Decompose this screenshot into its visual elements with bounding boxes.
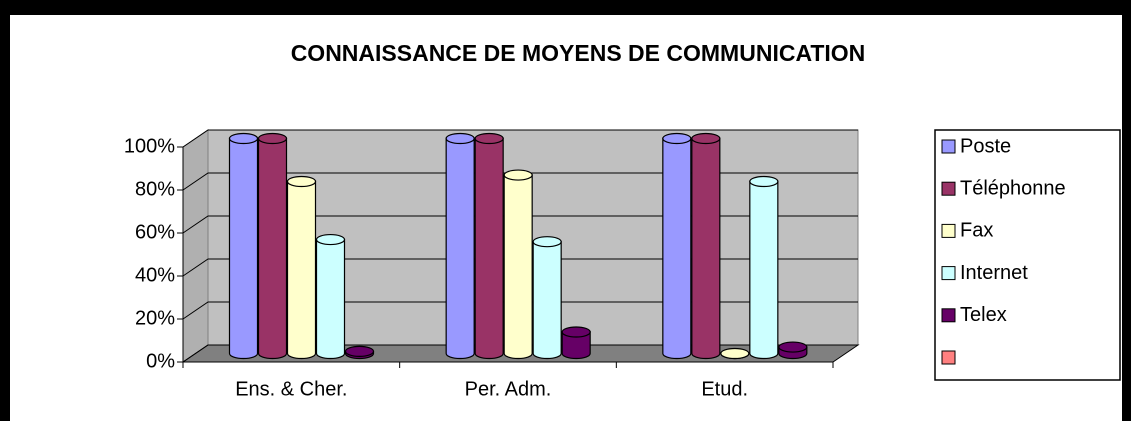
bar-top <box>749 175 779 188</box>
y-tick-label: 80% <box>135 178 175 200</box>
frame <box>1122 0 1131 421</box>
bar-top <box>257 132 288 145</box>
side-wall <box>182 129 209 363</box>
legend-swatch <box>941 266 956 281</box>
bar-top <box>315 233 346 246</box>
x-tick-label: Ens. & Cher. <box>235 378 347 400</box>
bar-top <box>561 326 591 338</box>
y-tick-label: 0% <box>146 350 175 372</box>
frame <box>0 0 1131 15</box>
frame <box>0 0 10 421</box>
bar <box>749 180 779 360</box>
bar <box>257 137 288 360</box>
y-tick-label: 40% <box>135 264 175 286</box>
legend-swatch <box>941 181 956 196</box>
bar <box>532 241 562 360</box>
grid-line <box>182 172 858 191</box>
grid-line <box>182 344 858 363</box>
bar <box>561 331 591 360</box>
bar-top <box>228 132 259 145</box>
y-tick-label: 20% <box>135 307 175 329</box>
bar-top <box>503 169 533 181</box>
bar <box>662 137 692 360</box>
bar-top <box>720 347 750 360</box>
x-tick-label: Per. Adm. <box>465 378 552 400</box>
legend-swatch <box>941 350 956 365</box>
legend-label: Internet <box>960 262 1028 284</box>
bar <box>286 180 317 360</box>
bar-top <box>778 341 808 353</box>
legend-swatch <box>941 308 956 323</box>
grid-line <box>182 301 858 320</box>
legend-swatch <box>941 139 956 154</box>
bar-top <box>474 132 504 145</box>
bar <box>445 137 475 360</box>
legend-label: Téléphonne <box>960 177 1066 199</box>
x-tick-label: Etud. <box>701 378 748 400</box>
bar-top <box>691 132 721 145</box>
grid-line <box>182 258 858 277</box>
bar <box>315 238 346 360</box>
legend-swatch <box>941 223 956 238</box>
bar-top <box>344 345 375 357</box>
grid-line <box>182 215 858 234</box>
chart-title: CONNAISSANCE DE MOYENS DE COMMUNICATION <box>291 40 866 66</box>
bar-top <box>662 132 692 145</box>
y-tick-label: 60% <box>135 221 175 243</box>
bar <box>691 137 721 360</box>
bar <box>228 137 259 360</box>
y-tick-label: 100% <box>124 135 175 157</box>
bar <box>474 137 504 360</box>
bar <box>503 174 533 360</box>
legend <box>934 129 1121 381</box>
legend-label: Fax <box>960 220 993 242</box>
bar-top <box>532 236 562 248</box>
bar-top <box>286 175 317 188</box>
bar-top <box>445 132 475 145</box>
legend-label: Poste <box>960 135 1011 157</box>
grid-line <box>182 129 858 148</box>
legend-label: Telex <box>960 304 1007 326</box>
